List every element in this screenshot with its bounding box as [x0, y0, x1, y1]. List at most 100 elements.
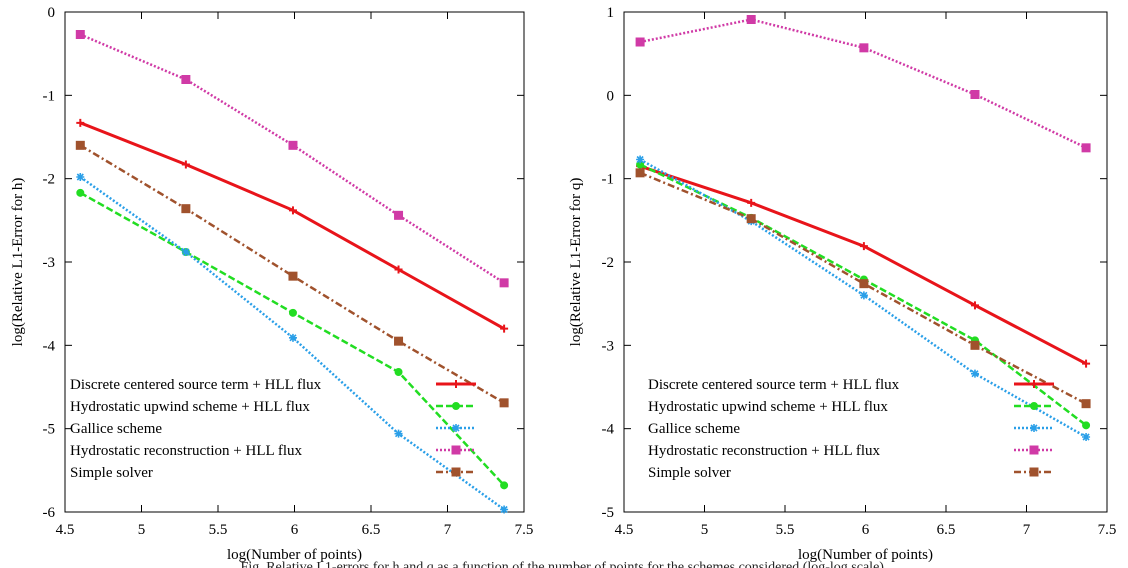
- y-tick-label: -4: [602, 422, 615, 438]
- series-1: [76, 118, 509, 333]
- x-axis-label: log(Number of points): [227, 547, 362, 563]
- series-line: [79, 33, 505, 284]
- x-tick-label: 5.5: [209, 522, 228, 538]
- data-point: [747, 198, 756, 207]
- data-point: [970, 301, 979, 310]
- legend-label: Discrete centered source term + HLL flux: [70, 377, 322, 393]
- y-tick-label: -4: [43, 338, 56, 354]
- data-point: [394, 265, 403, 274]
- data-point: [76, 173, 85, 181]
- data-point: [859, 242, 868, 251]
- data-point: [859, 43, 869, 53]
- y-tick-label: -2: [602, 255, 615, 271]
- data-point: [746, 15, 756, 24]
- y-tick-label: -5: [43, 422, 56, 438]
- y-tick-label: -6: [43, 505, 56, 521]
- legend-label: Hydrostatic upwind scheme + HLL flux: [648, 399, 888, 415]
- data-point: [75, 140, 85, 150]
- chart-panel-2: 4.5 5 5.5 6 6.5 7 7.5 1 0 -1 -2 -3 -4 -5 log(Number of…: [568, 5, 1116, 563]
- legend-marker: [452, 424, 460, 432]
- legend-marker: [451, 467, 461, 477]
- data-point: [288, 308, 297, 317]
- data-point: [76, 188, 85, 197]
- legend-label: Hydrostatic reconstruction + HLL flux: [648, 443, 881, 459]
- legend-marker: [1030, 402, 1038, 410]
- series-4: [635, 15, 1091, 153]
- series-4: [75, 30, 509, 288]
- x-axis-label: log(Number of points): [798, 547, 933, 563]
- legend-marker: [1029, 467, 1039, 477]
- series-5: [635, 168, 1091, 409]
- data-point: [1081, 399, 1091, 409]
- data-point: [635, 37, 645, 47]
- series-line: [639, 171, 1087, 405]
- x-tick-label: 4.5: [615, 522, 634, 538]
- plot-frame: [64, 11, 525, 513]
- data-point: [499, 278, 509, 288]
- figure-caption: Fig. Relative L1-errors for h and q as a…: [0, 555, 1128, 568]
- data-point: [288, 271, 298, 281]
- data-point: [394, 429, 403, 438]
- data-point: [181, 75, 191, 84]
- y-axis-label: log(Relative L1-Error for q): [568, 178, 584, 347]
- x-tick-label: 5: [138, 522, 146, 538]
- data-point: [970, 90, 980, 99]
- data-point: [500, 481, 509, 490]
- x-tick-label: 6: [862, 522, 870, 538]
- y-tick-label: -3: [43, 255, 56, 271]
- data-point: [970, 340, 980, 350]
- legend-label: Gallice scheme: [70, 421, 162, 437]
- legend-label: Hydrostatic reconstruction + HLL flux: [70, 443, 303, 459]
- series-1: [636, 162, 1091, 368]
- data-point: [288, 333, 297, 342]
- y-tick-label: -3: [602, 338, 615, 354]
- data-point: [1082, 421, 1091, 430]
- legend-label: Gallice scheme: [648, 421, 740, 437]
- legend-marker: [1029, 445, 1039, 455]
- legend-label: Simple solver: [70, 465, 153, 481]
- data-point: [181, 204, 191, 214]
- data-point: [859, 279, 869, 289]
- data-point: [288, 140, 298, 150]
- series-line: [79, 121, 505, 331]
- legend-marker: [452, 402, 460, 410]
- data-point: [1081, 143, 1091, 153]
- plot-frame: [623, 11, 1108, 513]
- x-tick-label: 6: [291, 522, 299, 538]
- data-point: [635, 168, 645, 178]
- data-point: [288, 206, 297, 215]
- series-5: [75, 140, 509, 408]
- data-point: [181, 160, 190, 169]
- x-tick-label: 6.5: [362, 522, 381, 538]
- x-tick-label: 7: [1023, 522, 1031, 538]
- legend-marker: [451, 445, 461, 455]
- legend-label: Hydrostatic upwind scheme + HLL flux: [70, 399, 310, 415]
- legend-label: Simple solver: [648, 465, 731, 481]
- x-tick-label: 7.5: [1098, 522, 1117, 538]
- y-axis-label: log(Relative L1-Error for h): [10, 178, 26, 347]
- data-point: [500, 324, 509, 333]
- legend-marker: [452, 380, 460, 388]
- series-2: [76, 188, 509, 490]
- data-point: [394, 210, 404, 220]
- data-point: [1082, 359, 1091, 368]
- y-tick-label: -1: [43, 88, 56, 104]
- y-tick-label: -2: [43, 172, 56, 188]
- data-point: [746, 214, 756, 224]
- legend-label: Discrete centered source term + HLL flux: [648, 377, 900, 393]
- data-point: [394, 336, 404, 346]
- x-tick-label: 6.5: [937, 522, 956, 538]
- data-point: [500, 505, 509, 514]
- data-point: [1082, 433, 1091, 441]
- x-tick-label: 7.5: [515, 522, 534, 538]
- data-point: [181, 248, 190, 256]
- data-point: [859, 291, 868, 300]
- x-tick-label: 7: [444, 522, 452, 538]
- y-tick-label: 0: [48, 5, 56, 21]
- series-line: [79, 175, 505, 511]
- data-point: [394, 368, 403, 376]
- y-tick-label: -5: [602, 505, 615, 521]
- series-3: [76, 173, 509, 514]
- y-tick-label: -1: [602, 172, 615, 188]
